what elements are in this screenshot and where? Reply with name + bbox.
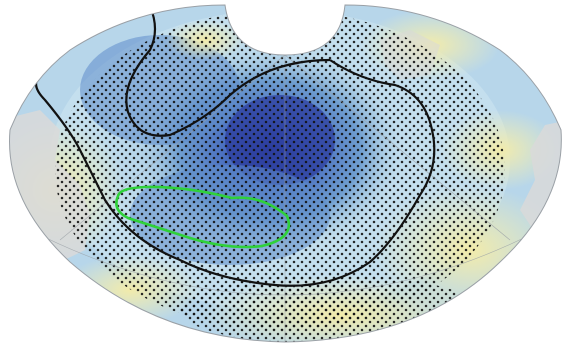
stipple-south — [180, 275, 480, 342]
meridian-2 — [284, 54, 511, 241]
graticule — [29, 54, 541, 342]
contour-main — [34, 59, 436, 287]
contour-northwest — [125, 5, 331, 137]
stipple-main — [55, 10, 505, 330]
meridian-1 — [59, 54, 286, 241]
green-contour — [115, 185, 291, 249]
map-outline — [9, 4, 562, 343]
parallel-1 — [29, 229, 541, 296]
black-contours — [34, 5, 436, 287]
